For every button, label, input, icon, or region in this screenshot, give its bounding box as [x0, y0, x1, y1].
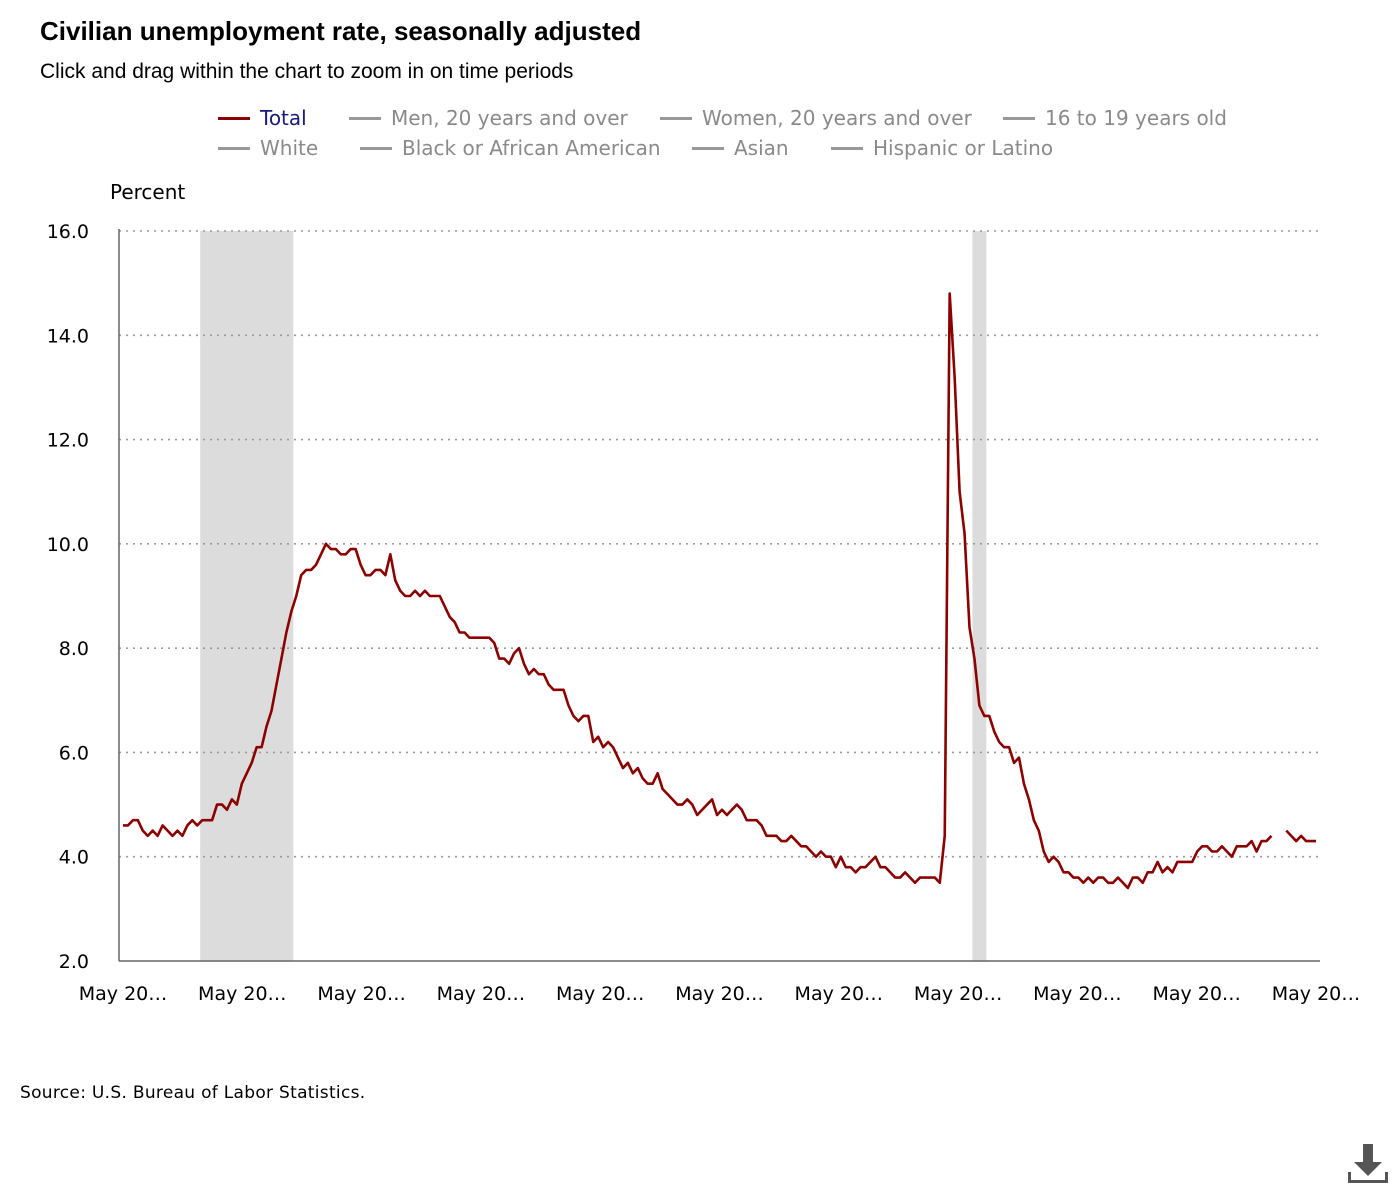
legend-swatch — [692, 146, 724, 150]
legend-item-asian[interactable]: Asian — [692, 136, 831, 160]
legend-label: Black or African American — [402, 136, 661, 160]
recession-band — [200, 231, 294, 961]
legend-label: White — [260, 136, 319, 160]
x-tick-label: May 20… — [675, 983, 764, 1005]
x-tick-label: May 20… — [556, 983, 645, 1005]
legend-label: Asian — [734, 136, 789, 160]
x-tick-label: May 20… — [1152, 983, 1241, 1005]
legend-swatch — [1003, 116, 1035, 120]
legend-swatch — [218, 146, 250, 150]
x-tick-label: May 20… — [79, 983, 168, 1005]
chart-subtitle: Click and drag within the chart to zoom … — [40, 60, 574, 83]
legend-label: Hispanic or Latino — [873, 136, 1054, 160]
y-tick-label: 10.0 — [47, 534, 89, 556]
legend-swatch — [360, 146, 392, 150]
y-tick-label: 2.0 — [59, 951, 89, 973]
y-tick-label: 14.0 — [47, 325, 89, 347]
legend-swatch — [660, 116, 692, 120]
legend-row-2: White Black or African American Asian Hi… — [218, 133, 1318, 163]
legend-row-1: Total Men, 20 years and over Women, 20 y… — [218, 103, 1318, 133]
chart-area[interactable]: Percent 16.0 14.0 12.0 10.0 8.0 6.0 4.0 2.0 May … — [0, 170, 1400, 1020]
x-tick-label: May 20… — [437, 983, 526, 1005]
legend-label: 16 to 19 years old — [1045, 106, 1227, 130]
y-tick-label: 12.0 — [47, 430, 89, 452]
legend-swatch — [218, 116, 250, 120]
legend-label: Men, 20 years and over — [391, 106, 628, 130]
legend-item-teens[interactable]: 16 to 19 years old — [1003, 106, 1227, 130]
x-tick-label: May 20… — [1033, 983, 1122, 1005]
legend-swatch — [831, 146, 863, 150]
y-tick-label: 8.0 — [59, 638, 89, 660]
source-note: Source: U.S. Bureau of Labor Statistics. — [20, 1083, 366, 1103]
legend-item-women[interactable]: Women, 20 years and over — [660, 106, 1003, 130]
y-tick-label: 4.0 — [59, 847, 89, 869]
x-tick-label: May 20… — [795, 983, 884, 1005]
legend-item-white[interactable]: White — [218, 136, 360, 160]
download-icon[interactable] — [1346, 1140, 1390, 1188]
x-tick-label: May 20… — [914, 983, 1003, 1005]
y-tick-label: 6.0 — [59, 742, 89, 764]
y-tick-label: 16.0 — [47, 221, 89, 243]
y-axis-label: Percent — [110, 180, 185, 204]
legend-swatch — [349, 116, 381, 120]
legend-label: Total — [260, 106, 307, 130]
legend-label: Women, 20 years and over — [702, 106, 972, 130]
legend-item-hispanic[interactable]: Hispanic or Latino — [831, 136, 1053, 160]
x-tick-label: May 20… — [317, 983, 406, 1005]
legend-item-total[interactable]: Total — [218, 106, 349, 130]
legend-item-men[interactable]: Men, 20 years and over — [349, 106, 660, 130]
chart-title: Civilian unemployment rate, seasonally a… — [40, 16, 642, 46]
legend-item-black[interactable]: Black or African American — [360, 136, 692, 160]
legend: Total Men, 20 years and over Women, 20 y… — [218, 103, 1318, 163]
x-tick-label: May 20… — [1272, 983, 1361, 1005]
recession-band — [972, 231, 987, 961]
x-tick-label: May 20… — [198, 983, 287, 1005]
series-line-total — [123, 292, 1316, 890]
